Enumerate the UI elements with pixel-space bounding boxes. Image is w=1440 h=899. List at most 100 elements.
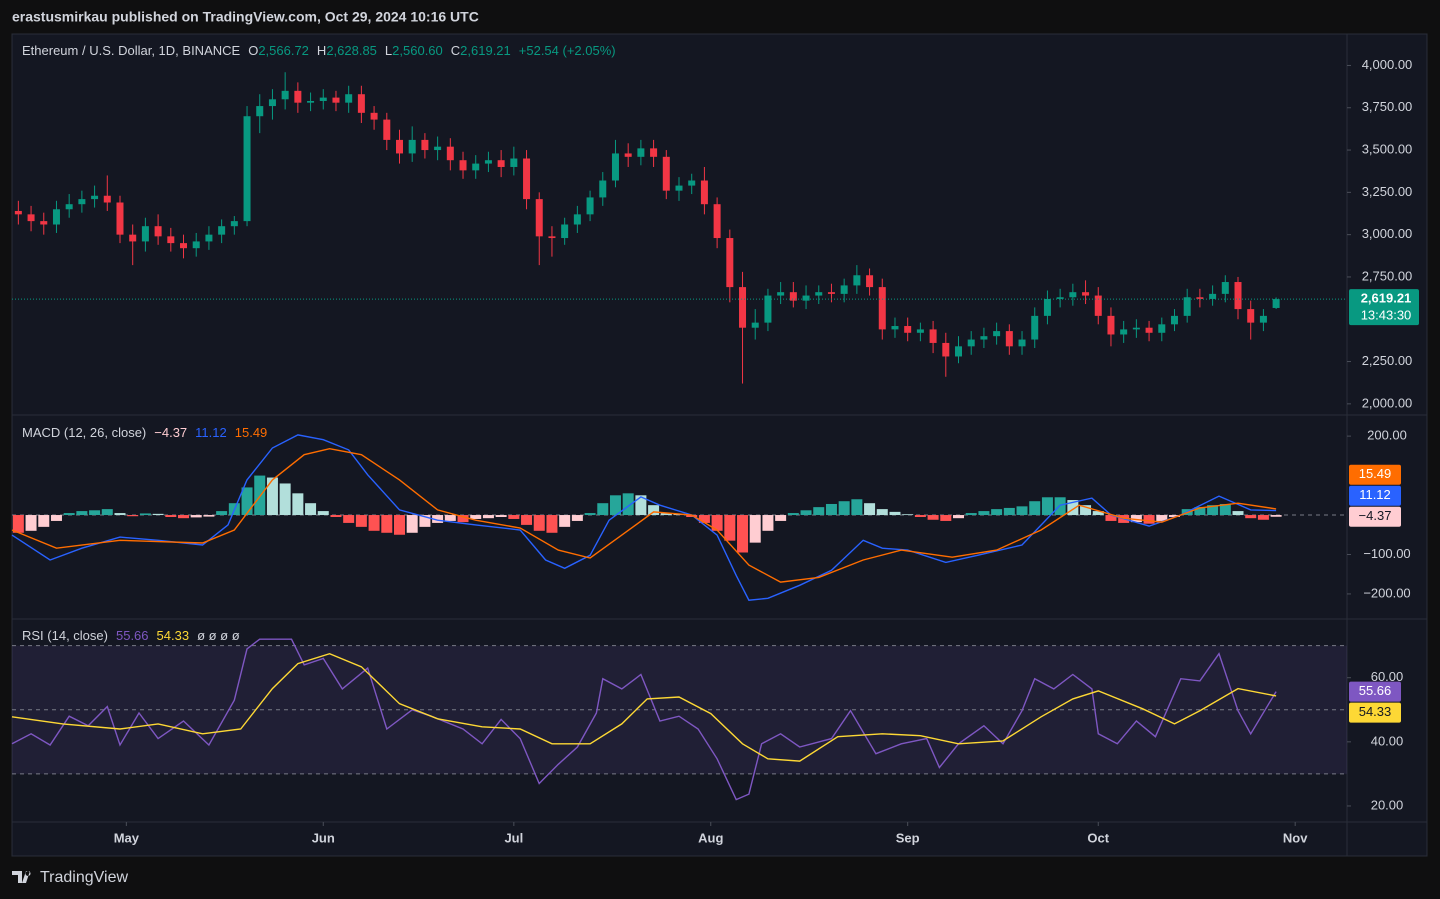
histogram-bar [775,515,787,521]
candle-body [192,241,200,249]
histogram-bar [800,510,812,516]
histogram-bar [1219,503,1231,516]
candle-body [180,243,188,249]
y-tick-label: −100.00 [1363,546,1410,561]
value-badge [1349,485,1401,506]
candle-body [713,204,721,239]
candle-body [827,292,835,294]
histogram-bar [991,509,1003,516]
histogram-bar [216,511,228,516]
histogram-bar [686,515,698,517]
candle-body [218,226,226,235]
y-tick-label: 3,250.00 [1362,184,1413,199]
candle-body [78,199,86,205]
histogram-bar [1194,507,1206,516]
x-tick-label: Nov [1283,830,1308,845]
histogram-bar [165,515,177,517]
histogram-bar [190,515,202,518]
histogram-bar [546,515,558,533]
symbol-title: Ethereum / U.S. Dollar, 1D, BINANCE [22,43,241,58]
logo-icon [12,871,31,883]
ohlc-key: C [451,43,460,58]
candle-body [840,285,848,294]
histogram-bar [1207,505,1219,516]
indicator-title: RSI (14, close) [22,628,108,643]
histogram-bar [1092,511,1104,516]
last-price-badge [1349,289,1419,326]
histogram-bar [101,509,113,516]
value-badge-label: 11.12 [1359,487,1391,502]
histogram-bar [864,503,876,516]
histogram-bar [12,515,24,533]
value-badge [1349,464,1401,485]
histogram-bar [965,513,977,516]
histogram-bar [571,515,583,521]
candle-body [1259,315,1267,323]
histogram-bar [368,515,380,531]
indicator-value: 54.33 [157,628,190,643]
histogram-bar [419,515,431,527]
histogram-bar [114,513,126,516]
indicator-value: 55.66 [116,628,149,643]
histogram-bar [470,515,482,519]
last-price-label: 2,619.21 [1361,291,1412,306]
ohlc-value: 2,566.72 [258,43,309,58]
rsi-ma-line [11,652,1277,762]
candle-body [1031,315,1039,340]
candle-body [205,234,213,242]
value-badge [1349,702,1401,723]
histogram-bar [813,507,825,516]
candle-body [1082,292,1090,296]
y-tick-label: 3,750.00 [1362,99,1413,114]
ohlc-value: 2,619.21 [460,43,511,58]
indicator-title: MACD (12, 26, close) [22,425,146,440]
value-badge-label: 54.33 [1359,704,1392,719]
value-badge-label: 15.49 [1359,466,1392,481]
candle-body [1272,299,1280,308]
histogram-bar [622,493,634,516]
histogram-bar [876,509,888,516]
bar-countdown: 13:43:30 [1361,308,1412,323]
candle-body [1043,298,1051,316]
candle-body [472,163,480,171]
candle-body [497,160,505,167]
pane-legend: Ethereum / U.S. Dollar, 1D, BINANCE O2,56… [22,43,616,58]
candle-body [1018,339,1026,347]
candle-body [484,160,492,164]
candle-body [777,292,785,296]
candle-body [726,238,734,288]
indicator-value: 15.49 [235,425,268,440]
ohlc-value: 2,628.85 [326,43,377,58]
candle-body [1056,297,1064,299]
histogram-bar [1156,515,1168,521]
histogram-bar [76,511,88,516]
candle-body [561,224,569,239]
candle-body [116,202,124,235]
histogram-bar [737,515,749,553]
brand-logo[interactable]: TradingView [12,869,128,886]
candle-body [1247,309,1255,323]
y-tick-label: 60.00 [1371,669,1404,684]
histogram-bar [559,515,571,527]
x-tick-label: Jul [504,830,523,845]
candle-body [395,139,403,154]
histogram-bar [203,515,215,517]
histogram-bar [393,515,405,535]
y-tick-label: 40.00 [1371,733,1404,748]
value-badge [1349,506,1401,527]
candle-body [624,153,632,157]
histogram-bar [482,515,494,519]
candle-body [955,346,963,357]
candle-body [993,331,1001,337]
candle-body [154,226,162,237]
histogram-bar [1232,511,1244,516]
histogram-bar [533,515,545,531]
signal-line [11,447,1277,583]
histogram-bar [889,511,901,516]
candle-body [878,287,886,330]
histogram-bar [508,515,520,519]
histogram-bar [25,515,37,531]
histogram-bar [940,515,952,521]
histogram-bar [305,503,317,516]
candle-body [167,236,175,244]
